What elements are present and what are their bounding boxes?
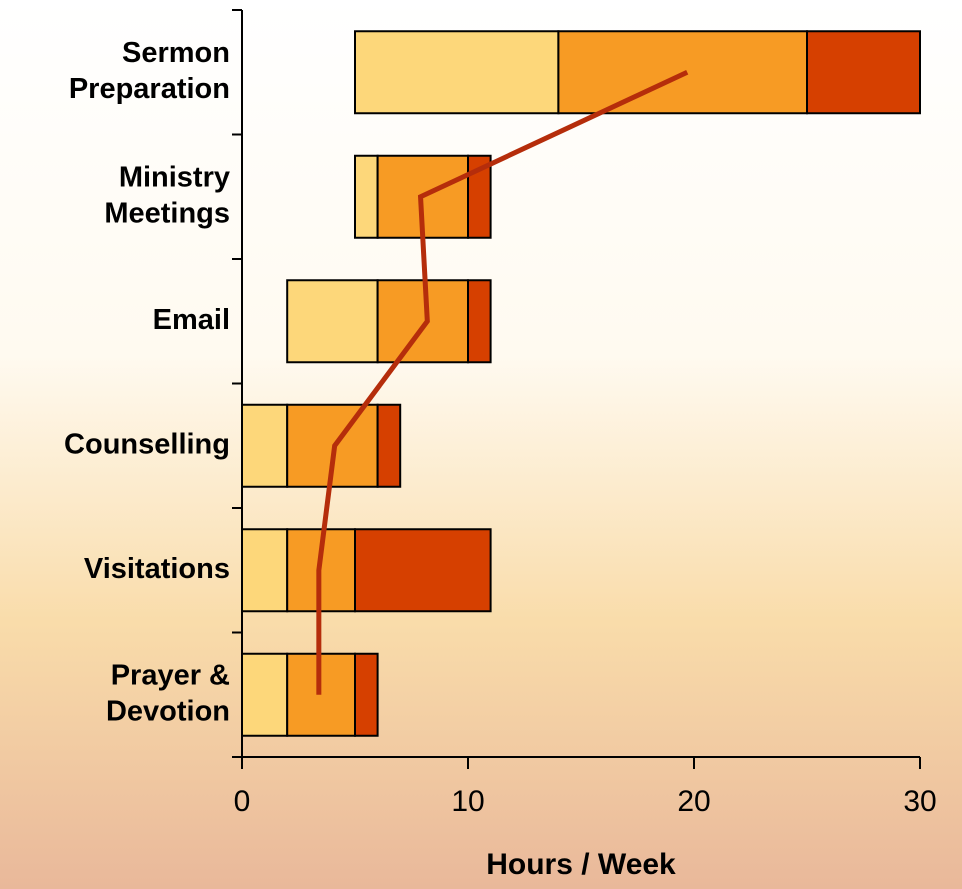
x-tick-label: 20 (677, 785, 710, 818)
bar-segment (467, 154, 492, 239)
bar-segment (354, 154, 379, 239)
bar-segment (242, 280, 287, 362)
y-tick-label: Ministry (119, 161, 230, 193)
bar-segment (286, 279, 379, 364)
bar-segment (242, 156, 355, 238)
bar-segment (242, 31, 355, 113)
y-tick-label: Counselling (64, 428, 230, 460)
y-tick-label: Email (153, 304, 230, 336)
line-series (316, 69, 689, 695)
bar-segment (806, 30, 921, 115)
bar-segment (241, 528, 289, 613)
bar-segment (376, 403, 402, 488)
y-tick-label: Visitations (84, 553, 230, 585)
y-tick-label: Meetings (104, 197, 230, 229)
y-tick-label: Prayer & (111, 659, 230, 691)
y-tick-label: Preparation (69, 73, 230, 105)
bar-segment (241, 403, 289, 488)
bar-segment (467, 279, 492, 364)
bar-segment (376, 279, 470, 364)
bar-segment (241, 652, 289, 737)
y-tick-label: Devotion (106, 695, 230, 727)
bar-segment (354, 30, 560, 115)
x-tick-label: 10 (451, 785, 484, 818)
y-tick-label: Sermon (122, 37, 230, 69)
x-axis-title: Hours / Week (486, 848, 676, 881)
x-tick-label: 0 (234, 785, 251, 818)
bar-segment (354, 652, 379, 737)
bar-segment (354, 528, 492, 613)
x-tick-label: 30 (903, 785, 936, 818)
